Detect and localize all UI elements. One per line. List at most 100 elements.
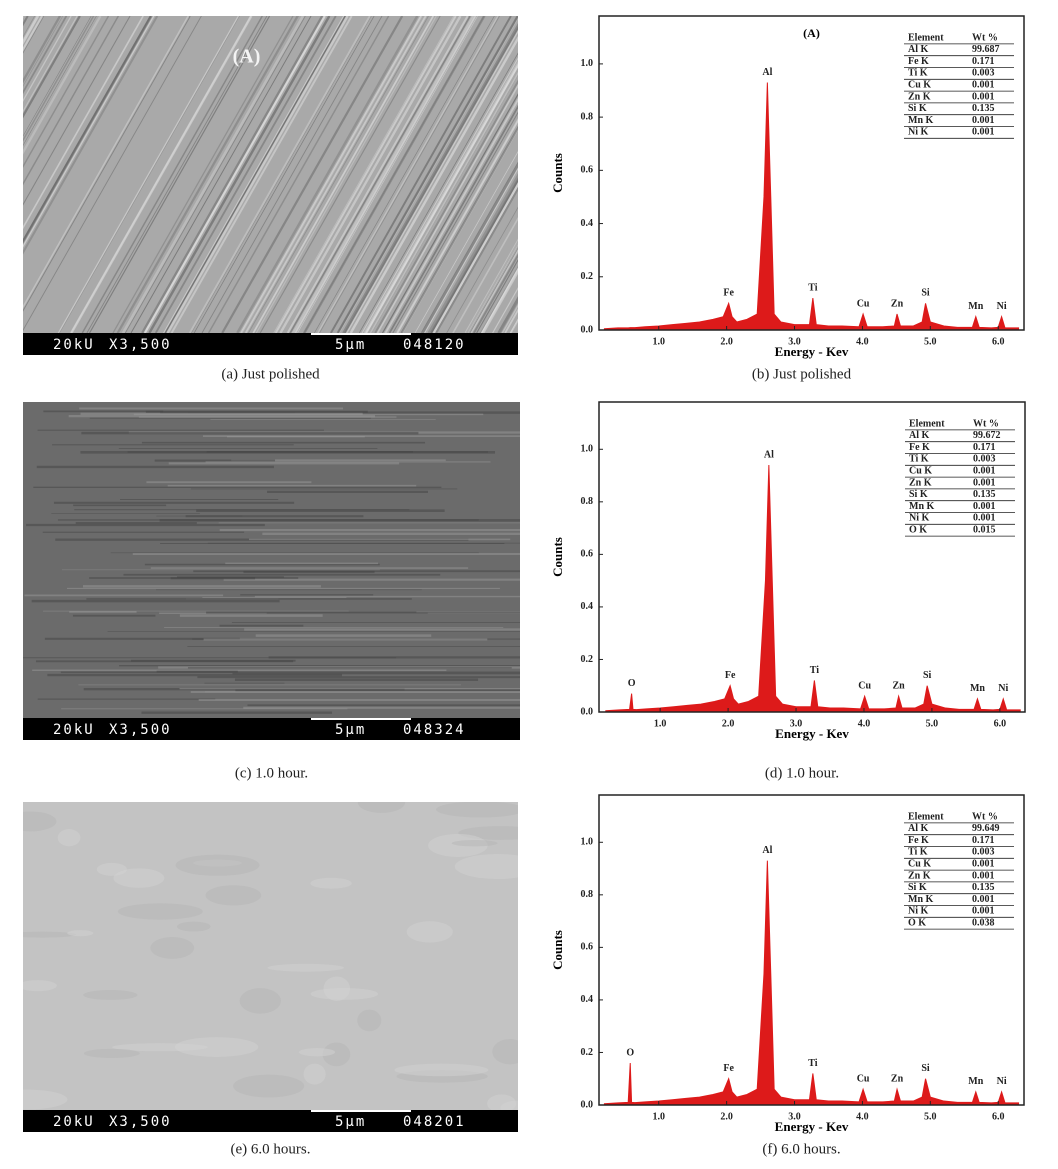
peak-label: Si xyxy=(921,288,930,299)
table-cell: 0.001 xyxy=(972,894,995,905)
sem-streak xyxy=(143,16,326,333)
sem-texture xyxy=(406,921,453,943)
sem-streak xyxy=(344,26,518,333)
sem-streak xyxy=(336,16,518,333)
sem-streak xyxy=(376,83,518,333)
y-tick-label: 0.4 xyxy=(581,218,594,229)
sem-streak xyxy=(392,111,518,333)
peak-label: Al xyxy=(764,449,774,460)
table-cell: 0.001 xyxy=(973,513,996,524)
sem-texture xyxy=(357,802,406,813)
image-label: (A) xyxy=(233,46,261,68)
y-tick-label: 0.6 xyxy=(581,942,594,953)
sem-streak xyxy=(221,16,404,333)
y-tick-label: 0.2 xyxy=(581,1047,594,1058)
sem-streak xyxy=(252,16,435,333)
x-tick-label: 2.0 xyxy=(722,718,735,729)
x-tick-label: 4.0 xyxy=(858,718,871,729)
sem-texture xyxy=(83,990,138,1000)
image-caption: (e) 6.0 hours. xyxy=(231,1141,311,1157)
spectrum xyxy=(603,82,1020,331)
sem-texture xyxy=(239,988,281,1014)
sem-streak xyxy=(363,60,518,333)
table-cell: Si K xyxy=(908,103,927,114)
table-cell: 0.135 xyxy=(972,882,995,893)
table-cell: 0.001 xyxy=(972,91,995,102)
peak-label: O xyxy=(628,678,636,689)
table-cell: 0.001 xyxy=(972,858,995,869)
spectrum xyxy=(605,465,1021,713)
sem-texture xyxy=(23,980,57,992)
sem-streak xyxy=(23,16,68,95)
sem-texture xyxy=(23,1089,68,1110)
sem-texture xyxy=(298,1048,336,1057)
sem-streak xyxy=(81,16,263,333)
sem-texture xyxy=(357,1009,382,1032)
sem-streak xyxy=(23,16,78,113)
table-cell: Mn K xyxy=(908,894,934,905)
peak-label: Al xyxy=(762,67,772,78)
sem-texture xyxy=(436,802,518,818)
sem-streak xyxy=(23,16,159,255)
sem-streak xyxy=(346,30,518,333)
info-text: 20kU xyxy=(53,1114,95,1130)
sem-streak xyxy=(420,161,518,333)
table-cell: 99.687 xyxy=(972,44,1000,55)
peak-label: Mn xyxy=(968,1076,983,1087)
table-cell: 0.038 xyxy=(972,917,995,928)
peak-label: Mn xyxy=(968,301,983,312)
peak-label: O xyxy=(626,1047,634,1058)
peak-label: Fe xyxy=(725,670,736,681)
sem-texture xyxy=(57,829,81,847)
peak-label: Ti xyxy=(808,1058,817,1069)
sem-streak xyxy=(130,16,312,333)
chart-title: (A) xyxy=(803,26,820,40)
sem-streak xyxy=(23,16,152,243)
peak-label: Cu xyxy=(858,681,871,692)
sem-streak xyxy=(23,16,190,310)
sem-streak xyxy=(504,308,518,333)
table-cell: Al K xyxy=(909,430,930,441)
y-tick-label: 0.4 xyxy=(581,994,594,1005)
sem-texture xyxy=(174,1037,259,1057)
sem-streak xyxy=(0,16,3,333)
sem-streak xyxy=(116,16,299,333)
sem-streak xyxy=(124,16,305,333)
peak-label: Fe xyxy=(723,1063,734,1074)
sem-texture xyxy=(83,1048,140,1059)
sem-streak xyxy=(337,16,518,333)
y-tick-label: 0.6 xyxy=(581,549,594,560)
peak-label: Ti xyxy=(808,282,817,293)
table-header: Wt % xyxy=(972,811,998,822)
table-cell: 0.001 xyxy=(973,465,996,476)
info-text: X3,500 xyxy=(109,337,172,353)
y-tick-label: 0.6 xyxy=(581,165,594,176)
table-cell: Cu K xyxy=(908,858,931,869)
sem-streak xyxy=(317,16,499,333)
table-cell: O K xyxy=(908,917,926,928)
sem-streak xyxy=(23,16,64,87)
sem-streak xyxy=(293,16,476,333)
sem-streak xyxy=(112,16,294,333)
table-cell: 0.171 xyxy=(973,442,996,453)
sem-streak xyxy=(358,52,518,333)
x-tick-label: 1.0 xyxy=(654,718,667,729)
sem-streak xyxy=(23,16,61,83)
sem-streak xyxy=(23,16,95,142)
sem-streak xyxy=(207,16,390,333)
table-cell: 0.001 xyxy=(972,115,995,126)
sem-streak xyxy=(286,16,469,333)
peak-label: Si xyxy=(921,1063,930,1074)
sem-streak xyxy=(170,16,353,333)
sem-texture xyxy=(454,853,518,880)
table-cell: Si K xyxy=(908,882,927,893)
sem-streak xyxy=(163,16,344,333)
sem-streak xyxy=(188,16,371,333)
sem-texture xyxy=(112,1043,208,1052)
sem-texture xyxy=(267,963,344,972)
spectrum xyxy=(603,860,1020,1106)
sem-streak xyxy=(288,16,471,333)
table-cell: Zn K xyxy=(908,870,931,881)
sem-streak xyxy=(23,16,110,168)
plot-frame xyxy=(598,401,1026,713)
